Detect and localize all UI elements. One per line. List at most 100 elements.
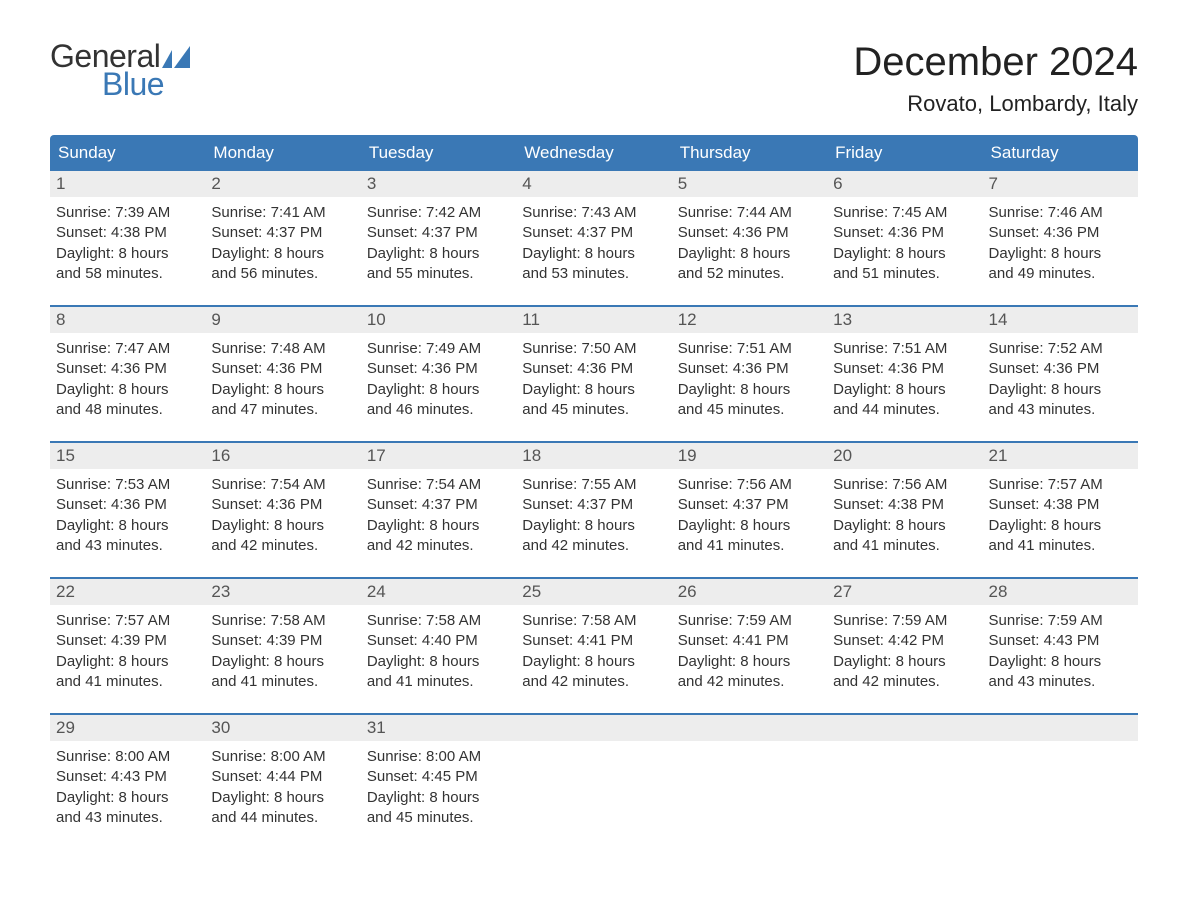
day-body: Sunrise: 7:43 AMSunset: 4:37 PMDaylight:… [516, 197, 671, 288]
day-number: 28 [983, 579, 1138, 605]
day-number: 16 [205, 443, 360, 469]
day-cell: 6Sunrise: 7:45 AMSunset: 4:36 PMDaylight… [827, 171, 982, 291]
day-number: 24 [361, 579, 516, 605]
day-body [983, 741, 1138, 751]
sunset-line: Sunset: 4:38 PM [989, 495, 1132, 515]
sunset-line: Sunset: 4:36 PM [678, 359, 821, 379]
week-row: 22Sunrise: 7:57 AMSunset: 4:39 PMDayligh… [50, 577, 1138, 699]
week-row: 8Sunrise: 7:47 AMSunset: 4:36 PMDaylight… [50, 305, 1138, 427]
sunset-line: Sunset: 4:41 PM [678, 631, 821, 651]
day-body: Sunrise: 7:39 AMSunset: 4:38 PMDaylight:… [50, 197, 205, 288]
sunset-line: Sunset: 4:37 PM [211, 223, 354, 243]
day-cell: 17Sunrise: 7:54 AMSunset: 4:37 PMDayligh… [361, 443, 516, 563]
daylight-line: and 44 minutes. [211, 808, 354, 828]
logo: General Blue [50, 40, 192, 100]
sunrise-line: Sunrise: 7:51 AM [833, 339, 976, 359]
sunrise-line: Sunrise: 8:00 AM [367, 747, 510, 767]
sunset-line: Sunset: 4:37 PM [678, 495, 821, 515]
day-cell-empty [827, 715, 982, 835]
daylight-line: and 41 minutes. [678, 536, 821, 556]
location-label: Rovato, Lombardy, Italy [853, 91, 1138, 117]
day-number: 12 [672, 307, 827, 333]
week-row: 1Sunrise: 7:39 AMSunset: 4:38 PMDaylight… [50, 171, 1138, 291]
day-number: 26 [672, 579, 827, 605]
day-body: Sunrise: 7:42 AMSunset: 4:37 PMDaylight:… [361, 197, 516, 288]
daylight-line: Daylight: 8 hours [833, 516, 976, 536]
sunrise-line: Sunrise: 7:56 AM [678, 475, 821, 495]
day-cell: 31Sunrise: 8:00 AMSunset: 4:45 PMDayligh… [361, 715, 516, 835]
day-number: 22 [50, 579, 205, 605]
daylight-line: Daylight: 8 hours [211, 788, 354, 808]
daylight-line: Daylight: 8 hours [833, 244, 976, 264]
sunset-line: Sunset: 4:36 PM [211, 495, 354, 515]
day-cell: 28Sunrise: 7:59 AMSunset: 4:43 PMDayligh… [983, 579, 1138, 699]
daylight-line: and 42 minutes. [522, 672, 665, 692]
sunset-line: Sunset: 4:40 PM [367, 631, 510, 651]
daylight-line: and 42 minutes. [833, 672, 976, 692]
day-body: Sunrise: 7:47 AMSunset: 4:36 PMDaylight:… [50, 333, 205, 424]
sunset-line: Sunset: 4:42 PM [833, 631, 976, 651]
day-body [516, 741, 671, 751]
month-title: December 2024 [853, 40, 1138, 85]
sunset-line: Sunset: 4:39 PM [211, 631, 354, 651]
daylight-line: and 42 minutes. [211, 536, 354, 556]
week-row: 15Sunrise: 7:53 AMSunset: 4:36 PMDayligh… [50, 441, 1138, 563]
sunrise-line: Sunrise: 7:45 AM [833, 203, 976, 223]
day-body: Sunrise: 7:51 AMSunset: 4:36 PMDaylight:… [672, 333, 827, 424]
sunrise-line: Sunrise: 7:52 AM [989, 339, 1132, 359]
daylight-line: Daylight: 8 hours [367, 516, 510, 536]
week-row: 29Sunrise: 8:00 AMSunset: 4:43 PMDayligh… [50, 713, 1138, 835]
daylight-line: Daylight: 8 hours [678, 380, 821, 400]
sunset-line: Sunset: 4:36 PM [989, 223, 1132, 243]
daylight-line: Daylight: 8 hours [678, 652, 821, 672]
sunrise-line: Sunrise: 8:00 AM [211, 747, 354, 767]
day-number [672, 715, 827, 741]
sunset-line: Sunset: 4:38 PM [56, 223, 199, 243]
day-number [983, 715, 1138, 741]
day-header: Monday [205, 135, 360, 171]
day-cell: 22Sunrise: 7:57 AMSunset: 4:39 PMDayligh… [50, 579, 205, 699]
sunrise-line: Sunrise: 7:49 AM [367, 339, 510, 359]
day-number: 7 [983, 171, 1138, 197]
day-body: Sunrise: 7:54 AMSunset: 4:37 PMDaylight:… [361, 469, 516, 560]
day-body: Sunrise: 7:50 AMSunset: 4:36 PMDaylight:… [516, 333, 671, 424]
daylight-line: Daylight: 8 hours [989, 244, 1132, 264]
day-cell: 14Sunrise: 7:52 AMSunset: 4:36 PMDayligh… [983, 307, 1138, 427]
day-cell: 24Sunrise: 7:58 AMSunset: 4:40 PMDayligh… [361, 579, 516, 699]
daylight-line: Daylight: 8 hours [56, 788, 199, 808]
daylight-line: and 44 minutes. [833, 400, 976, 420]
day-number: 21 [983, 443, 1138, 469]
sunrise-line: Sunrise: 7:56 AM [833, 475, 976, 495]
day-body: Sunrise: 7:59 AMSunset: 4:42 PMDaylight:… [827, 605, 982, 696]
day-number: 5 [672, 171, 827, 197]
sunset-line: Sunset: 4:37 PM [522, 223, 665, 243]
day-cell: 15Sunrise: 7:53 AMSunset: 4:36 PMDayligh… [50, 443, 205, 563]
sunset-line: Sunset: 4:37 PM [367, 223, 510, 243]
sunset-line: Sunset: 4:37 PM [522, 495, 665, 515]
day-body: Sunrise: 7:46 AMSunset: 4:36 PMDaylight:… [983, 197, 1138, 288]
day-body: Sunrise: 7:57 AMSunset: 4:38 PMDaylight:… [983, 469, 1138, 560]
sunset-line: Sunset: 4:36 PM [522, 359, 665, 379]
daylight-line: and 55 minutes. [367, 264, 510, 284]
day-header-row: SundayMondayTuesdayWednesdayThursdayFrid… [50, 135, 1138, 171]
day-header: Friday [827, 135, 982, 171]
sunrise-line: Sunrise: 7:58 AM [211, 611, 354, 631]
day-number: 19 [672, 443, 827, 469]
daylight-line: Daylight: 8 hours [367, 244, 510, 264]
day-number [827, 715, 982, 741]
daylight-line: Daylight: 8 hours [211, 652, 354, 672]
day-cell: 11Sunrise: 7:50 AMSunset: 4:36 PMDayligh… [516, 307, 671, 427]
daylight-line: Daylight: 8 hours [989, 380, 1132, 400]
day-body: Sunrise: 7:55 AMSunset: 4:37 PMDaylight:… [516, 469, 671, 560]
day-cell: 25Sunrise: 7:58 AMSunset: 4:41 PMDayligh… [516, 579, 671, 699]
sunset-line: Sunset: 4:43 PM [56, 767, 199, 787]
sunset-line: Sunset: 4:36 PM [56, 359, 199, 379]
sunrise-line: Sunrise: 7:59 AM [833, 611, 976, 631]
sunset-line: Sunset: 4:38 PM [833, 495, 976, 515]
calendar: SundayMondayTuesdayWednesdayThursdayFrid… [50, 135, 1138, 835]
day-number: 14 [983, 307, 1138, 333]
daylight-line: Daylight: 8 hours [989, 652, 1132, 672]
daylight-line: and 49 minutes. [989, 264, 1132, 284]
day-cell: 2Sunrise: 7:41 AMSunset: 4:37 PMDaylight… [205, 171, 360, 291]
sunrise-line: Sunrise: 8:00 AM [56, 747, 199, 767]
